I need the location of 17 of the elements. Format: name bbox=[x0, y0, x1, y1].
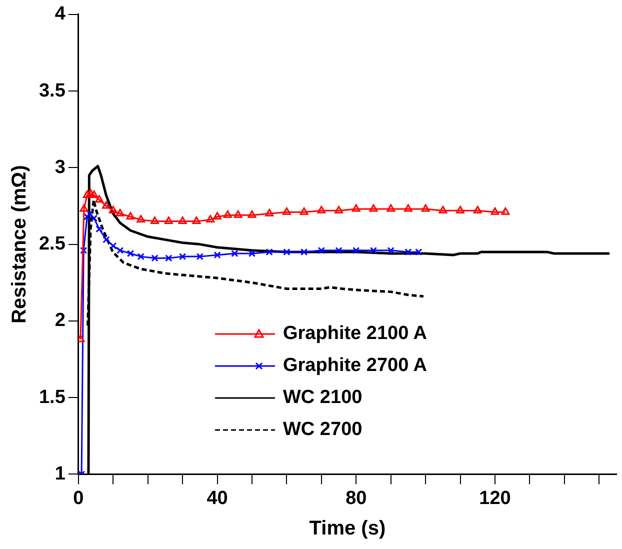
x-tick-label: 0 bbox=[73, 488, 84, 509]
y-tick-label: 3 bbox=[54, 156, 66, 178]
y-axis-title: Resistance (mΩ) bbox=[8, 165, 31, 324]
y-tick-label: 2.5 bbox=[38, 234, 66, 255]
x-tick-label: 40 bbox=[206, 488, 228, 509]
x-tick-label: 80 bbox=[346, 488, 367, 509]
y-tick-label: 1 bbox=[54, 463, 66, 484]
x-tick-label: 120 bbox=[479, 488, 511, 509]
legend-label: WC 2700 bbox=[283, 418, 362, 442]
legend-label: Graphite 2700 A bbox=[283, 354, 427, 378]
y-tick-label: 2 bbox=[54, 310, 66, 332]
y-tick-label: 3.5 bbox=[38, 80, 66, 102]
legend-label: Graphite 2100 A bbox=[283, 322, 427, 346]
legend-label: WC 2100 bbox=[283, 386, 362, 410]
y-tick-label: 1.5 bbox=[38, 386, 66, 408]
x-axis-title: Time (s) bbox=[309, 518, 386, 540]
y-tick-label: 4 bbox=[54, 4, 66, 25]
